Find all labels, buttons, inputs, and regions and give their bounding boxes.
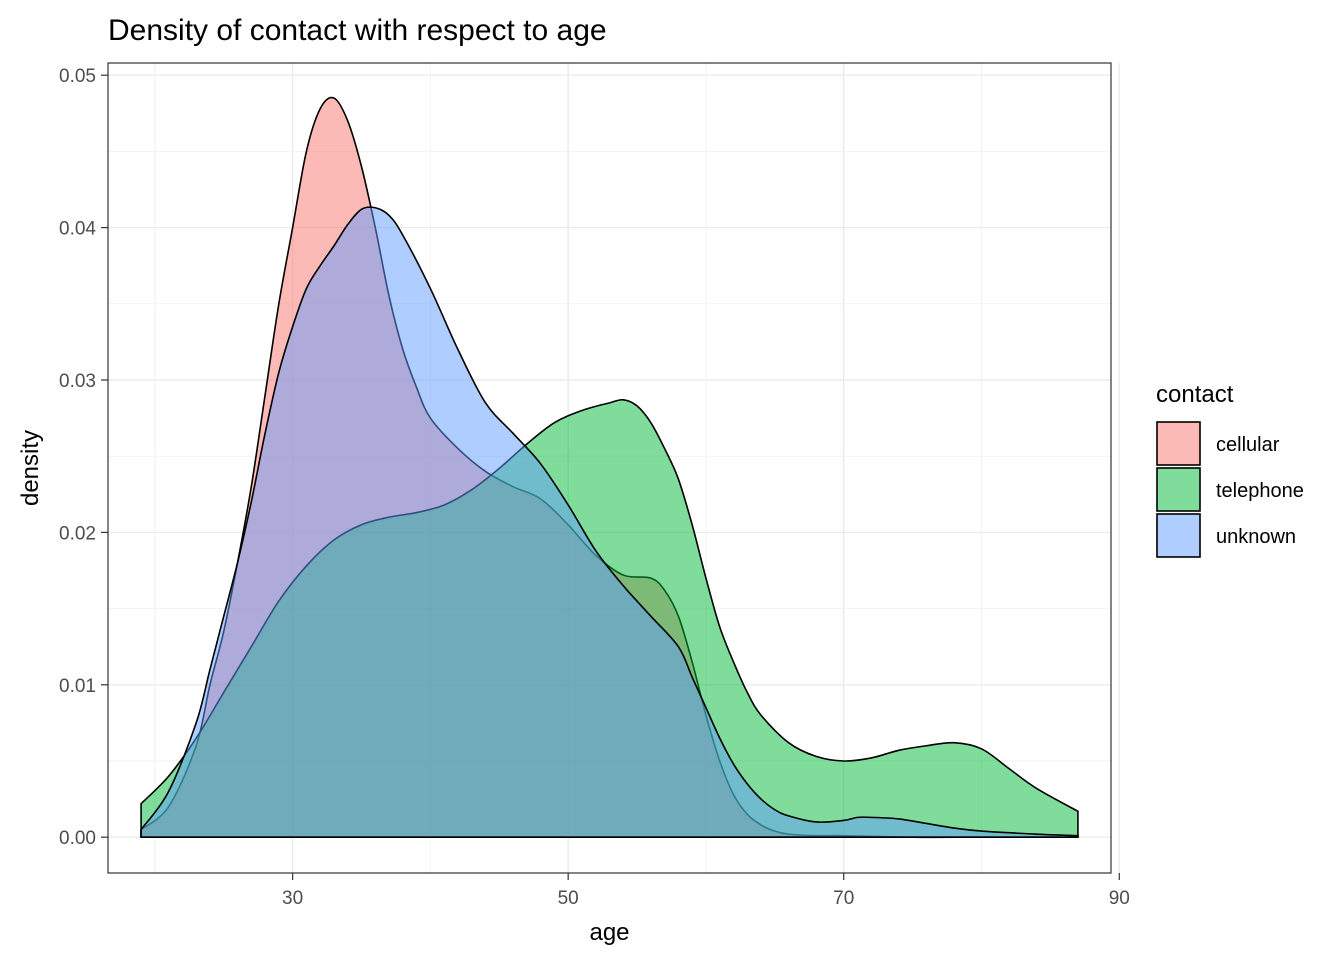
legend-title: contact <box>1156 381 1234 408</box>
x-tick-label: 50 <box>558 888 579 909</box>
legend-key-cellular <box>1156 421 1201 466</box>
y-tick-label: 0.02 <box>59 523 96 544</box>
legend-label-unknown: unknown <box>1216 526 1296 548</box>
y-tick-label: 0.05 <box>59 66 96 87</box>
y-axis-title: density <box>17 430 44 506</box>
legend: contact cellular telephone unknown <box>1156 381 1304 558</box>
legend-key-unknown <box>1156 513 1201 558</box>
legend-key-telephone <box>1156 467 1201 512</box>
density-area-unknown <box>140 206 1079 838</box>
x-tick-label: 70 <box>833 888 854 909</box>
density-areas <box>140 96 1079 839</box>
x-tick-label: 30 <box>282 888 303 909</box>
panel-border <box>107 62 1112 874</box>
legend-keys: cellular telephone unknown <box>1156 421 1304 558</box>
x-tick-label: 90 <box>1109 888 1130 909</box>
x-axis-title: age <box>589 919 629 946</box>
y-tick-label: 0.01 <box>59 676 96 697</box>
legend-label-cellular: cellular <box>1216 434 1280 456</box>
legend-label-telephone: telephone <box>1216 480 1304 502</box>
y-tick-label: 0.00 <box>59 828 96 849</box>
chart-title: Density of contact with respect to age <box>108 14 607 47</box>
axes: 30 50 70 90 0.00 0.01 0.02 0.03 0.04 0.05 <box>59 66 1130 909</box>
plot-panel <box>107 62 1120 874</box>
y-tick-label: 0.03 <box>59 371 96 392</box>
y-tick-label: 0.04 <box>59 219 96 240</box>
